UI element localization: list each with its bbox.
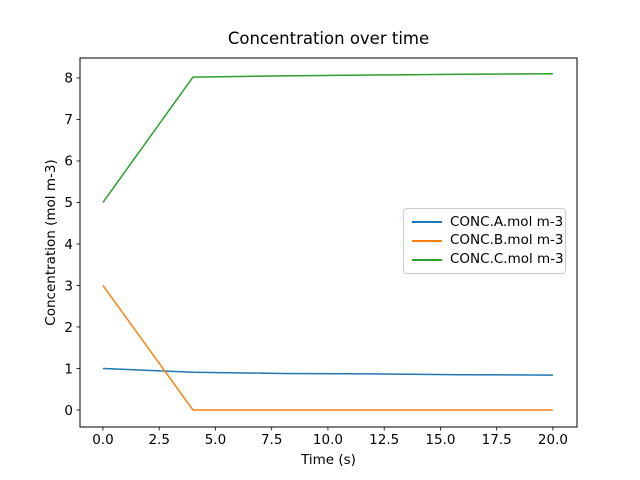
y-axis-label: Concentration (mol m-3) [43, 159, 59, 325]
x-tick-label: 0.0 [92, 432, 113, 448]
legend: CONC.A.mol m-3 CONC.B.mol m-3 CONC.C.mol… [403, 208, 566, 274]
plot-border [79, 57, 578, 428]
legend-label: CONC.A.mol m-3 [450, 213, 564, 230]
x-tick-label: 12.5 [369, 432, 399, 448]
y-tick-label: 8 [64, 71, 73, 87]
legend-line-sample-a [412, 221, 442, 224]
y-tick-label: 0 [64, 403, 73, 419]
y-tick-label: 2 [64, 320, 73, 336]
x-tick-label: 15.0 [425, 432, 455, 448]
legend-label: CONC.C.mol m-3 [450, 250, 564, 267]
y-tick-label: 5 [64, 195, 73, 211]
legend-item: CONC.A.mol m-3 [412, 215, 563, 230]
plot-generated: 0.0 2.5 5.0 7.5 10.0 12.5 15.0 17.5 20.0 0 1 2 3 4 5 6 7… [64, 57, 578, 448]
x-tick-label: 20.0 [538, 432, 568, 448]
legend-item: CONC.B.mol m-3 [412, 234, 563, 248]
series-line [102, 73, 553, 203]
legend-line-sample-b [412, 239, 442, 242]
y-tick-label: 3 [64, 278, 73, 294]
legend-item: CONC.C.mol m-3 [412, 252, 564, 267]
x-tick-label: 5.0 [205, 432, 226, 448]
y-tick-label: 7 [64, 112, 73, 128]
legend-label: CONC.B.mol m-3 [450, 232, 564, 249]
x-axis-label: Time (s) [300, 452, 356, 468]
series-line [102, 367, 553, 376]
series-line [102, 285, 553, 411]
legend-line-sample-c [412, 258, 442, 261]
y-tick-label: 6 [64, 154, 73, 170]
x-tick-label: 7.5 [261, 432, 282, 448]
y-tick-label: 1 [64, 361, 73, 377]
x-tick-label: 10.0 [313, 432, 343, 448]
chart-title: Concentration over time [228, 29, 429, 48]
y-tick-label: 4 [64, 237, 73, 253]
x-tick-label: 2.5 [148, 432, 169, 448]
x-tick-label: 17.5 [482, 432, 512, 448]
